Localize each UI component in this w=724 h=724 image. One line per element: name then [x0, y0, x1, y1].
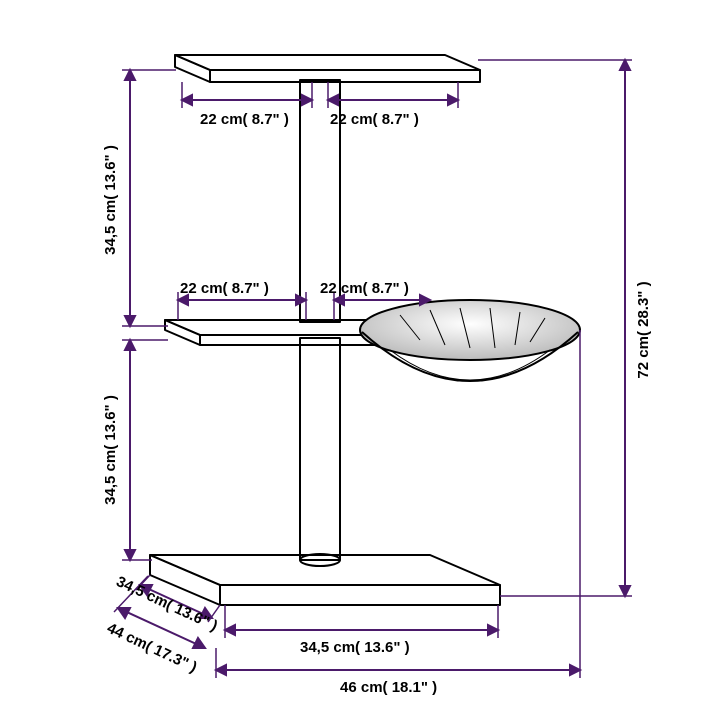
dim-base-front — [225, 605, 498, 638]
dimension-diagram: 22 cm( 8.7" ) 22 cm( 8.7" ) 22 cm( 8.7" … — [0, 0, 724, 724]
bowl — [360, 300, 580, 381]
label-base-front: 34,5 cm( 13.6" ) — [300, 639, 410, 656]
label-left-upper: 34,5 cm( 13.6" ) — [102, 145, 119, 255]
lower-post — [300, 338, 340, 566]
product-outline — [150, 55, 580, 605]
label-mid-left: 22 cm( 8.7" ) — [180, 280, 269, 297]
base-platform — [150, 555, 500, 605]
dim-top-right — [328, 82, 458, 108]
dim-top-left — [182, 82, 312, 108]
dimension-labels: 22 cm( 8.7" ) 22 cm( 8.7" ) 22 cm( 8.7" … — [102, 111, 652, 696]
top-platform — [175, 55, 480, 82]
label-total-width: 46 cm( 18.1" ) — [340, 679, 437, 696]
dim-left-upper — [122, 70, 176, 326]
label-top-left: 22 cm( 8.7" ) — [200, 111, 289, 128]
dim-total-width — [216, 330, 580, 678]
label-total-height: 72 cm( 28.3" ) — [635, 281, 652, 378]
label-left-lower: 34,5 cm( 13.6" ) — [102, 395, 119, 505]
dim-left-lower — [122, 340, 168, 560]
label-total-depth: 44 cm( 17.3" ) — [104, 620, 199, 676]
label-top-right: 22 cm( 8.7" ) — [330, 111, 419, 128]
label-mid-right: 22 cm( 8.7" ) — [320, 280, 409, 297]
